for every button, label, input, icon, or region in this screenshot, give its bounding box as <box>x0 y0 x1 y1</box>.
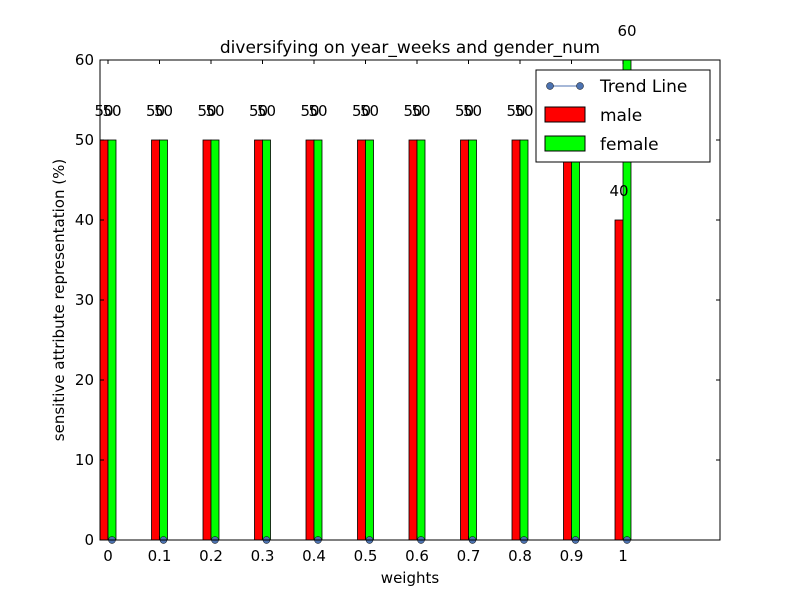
bar-female-0 <box>107 139 117 541</box>
x-tick-label-10: 1 <box>618 547 628 565</box>
bar-male-5 <box>357 139 366 541</box>
bar-female-4 <box>313 139 323 541</box>
legend-male-swatch <box>544 106 586 123</box>
data-label-female-2: 50 <box>205 102 224 120</box>
legend-entry-male: male <box>544 106 642 126</box>
bar-male-1 <box>151 139 160 541</box>
legend: Trend Line male female <box>535 69 711 163</box>
y-axis-label: sensitive attribute representation (%) <box>50 159 68 441</box>
data-label-male-6: 50 <box>403 102 422 120</box>
chart-title: diversifying on year_weeks and gender_nu… <box>220 38 600 58</box>
y-tick-label-1: 10 <box>75 451 94 469</box>
data-label-male-10: 40 <box>609 182 628 200</box>
x-tick-label-0: 0 <box>103 547 113 565</box>
ticks-layer: 0 10 20 30 40 50 60 0 0.1 0.2 0.3 0.4 0.5 0.6 0.7 0.8 0.… <box>75 51 720 565</box>
y-tick-label-0: 0 <box>84 531 94 549</box>
bar-male-6 <box>408 139 418 541</box>
data-label-female-8: 50 <box>514 102 533 120</box>
legend-trend-marker-left <box>546 82 554 90</box>
bar-male-3 <box>254 139 263 541</box>
data-label-male-8: 50 <box>506 102 525 120</box>
data-label-male-7: 50 <box>455 102 474 120</box>
bar-male-9 <box>563 139 572 541</box>
bar-female-8 <box>519 139 529 541</box>
data-label-female-0: 50 <box>102 102 121 120</box>
data-label-female-4: 50 <box>308 102 327 120</box>
bar-female-7 <box>468 139 477 541</box>
bar-female-5 <box>365 139 374 541</box>
bar-female-9 <box>571 139 580 541</box>
x-tick-label-6: 0.6 <box>405 547 429 565</box>
x-tick-label-9: 0.9 <box>560 547 584 565</box>
legend-label-trend-line: Trend Line <box>599 77 687 97</box>
data-label-female-10: 60 <box>617 22 636 40</box>
bar-male-10 <box>614 219 624 541</box>
legend-entry-female: female <box>544 135 659 155</box>
y-tick-label-5: 50 <box>75 131 94 149</box>
data-label-male-2: 50 <box>197 102 216 120</box>
data-label-male-3: 50 <box>249 102 268 120</box>
bar-male-2 <box>202 139 212 541</box>
bar-male-7 <box>460 139 469 541</box>
data-label-male-4: 50 <box>300 102 319 120</box>
data-label-female-1: 50 <box>154 102 173 120</box>
y-tick-label-3: 30 <box>75 291 94 309</box>
data-label-female-3: 50 <box>257 102 276 120</box>
bar-female-3 <box>262 139 271 541</box>
y-tick-label-4: 40 <box>75 211 94 229</box>
bar-male-0 <box>99 139 109 541</box>
x-tick-label-4: 0.4 <box>302 547 326 565</box>
data-label-female-6: 50 <box>411 102 430 120</box>
x-tick-label-8: 0.8 <box>508 547 532 565</box>
x-tick-label-2: 0.2 <box>199 547 223 565</box>
bar-female-2 <box>210 139 220 541</box>
x-tick-label-3: 0.3 <box>251 547 275 565</box>
bar-male-8 <box>511 139 521 541</box>
bar-female-6 <box>416 139 426 541</box>
data-labels-layer: 5050505050505050505050505050505050505050… <box>94 22 636 200</box>
data-label-male-5: 50 <box>352 102 371 120</box>
x-tick-label-7: 0.7 <box>457 547 481 565</box>
data-label-female-7: 50 <box>463 102 482 120</box>
x-axis-label: weights <box>381 569 440 587</box>
y-tick-label-6: 60 <box>75 51 94 69</box>
data-label-male-0: 50 <box>94 102 113 120</box>
bar-female-1 <box>159 139 168 541</box>
data-label-male-1: 50 <box>146 102 165 120</box>
legend-female-swatch <box>544 135 586 152</box>
bar-male-4 <box>305 139 315 541</box>
x-tick-label-5: 0.5 <box>354 547 378 565</box>
legend-label-female: female <box>600 135 659 155</box>
legend-label-male: male <box>600 106 642 126</box>
data-label-female-5: 50 <box>360 102 379 120</box>
y-tick-label-2: 20 <box>75 371 94 389</box>
legend-trend-marker-right <box>576 82 584 90</box>
x-tick-label-1: 0.1 <box>148 547 172 565</box>
legend-entry-trend-line: Trend Line <box>546 77 687 97</box>
